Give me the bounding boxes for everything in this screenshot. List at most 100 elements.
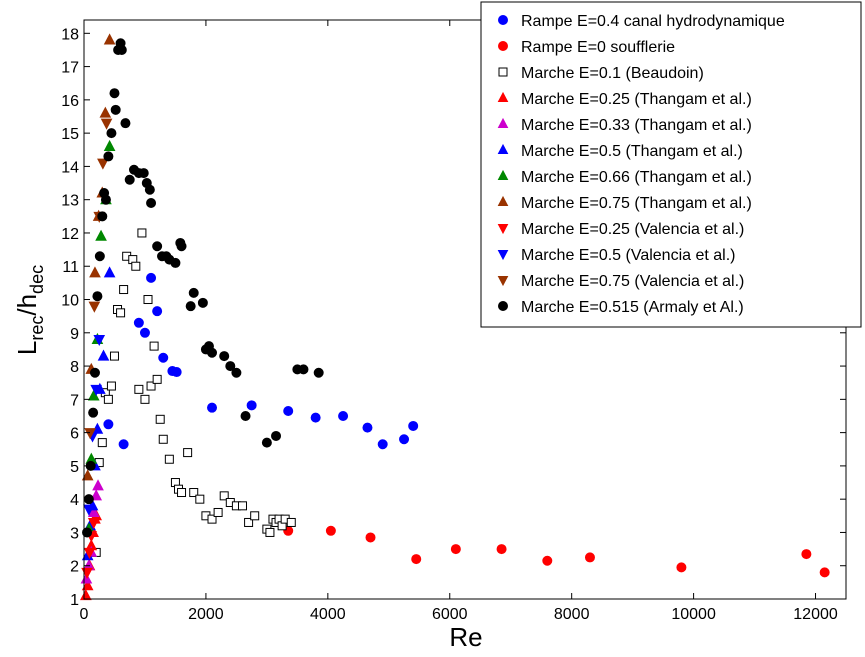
x-axis: 0 2000 4000 6000 8000 10000 12000 [80, 20, 838, 623]
data-marks [80, 33, 830, 601]
y-tick-label: 2 [70, 559, 79, 576]
data-point [310, 412, 321, 423]
data-point [106, 381, 116, 391]
data-point [97, 349, 110, 361]
data-point [92, 479, 104, 491]
data-point [283, 405, 294, 416]
data-point [103, 394, 113, 404]
data-point [286, 517, 296, 527]
legend-label: Marche E=0.5 (Thangam et al.) [521, 143, 743, 160]
data-point [377, 439, 388, 450]
data-point [246, 400, 257, 411]
y-axis-label: Lrec/hdec [12, 265, 47, 355]
data-point [171, 367, 182, 378]
legend-marker [497, 91, 509, 102]
legend-label: Marche E=0.75 (Valencia et al.) [521, 273, 744, 290]
data-point [152, 374, 162, 384]
data-point [207, 514, 217, 524]
data-point [103, 266, 116, 278]
data-point [120, 118, 131, 129]
data-point [240, 410, 251, 421]
data-point [298, 364, 309, 375]
data-point [103, 419, 114, 430]
y-tick-label: 12 [61, 226, 79, 243]
data-point [819, 567, 830, 578]
data-point [144, 184, 155, 195]
legend-item: Rampe E=0.4 canal hydrodynamique [498, 13, 785, 30]
data-point [124, 174, 135, 185]
legend-item: Marche E=0.5 (Valencia et al.) [497, 247, 735, 264]
data-point [362, 422, 373, 433]
y-tick-label: 16 [61, 93, 79, 110]
data-point [143, 295, 153, 305]
legend-marker [497, 117, 509, 128]
y-tick-label: 10 [61, 293, 79, 310]
data-point [89, 266, 101, 278]
data-point [225, 361, 236, 372]
y-tick-label: 14 [61, 159, 79, 176]
data-point [84, 428, 96, 440]
legend-label: Marche E=0.66 (Thangam et al.) [521, 169, 752, 186]
data-point [94, 251, 105, 262]
data-point [97, 158, 109, 170]
data-point [250, 511, 260, 521]
legend-item: Marche E=0.66 (Thangam et al.) [497, 169, 752, 186]
data-point [140, 394, 150, 404]
data-point [801, 549, 812, 560]
data-point [83, 547, 96, 559]
legend-label: Marche E=0.33 (Thangam et al.) [521, 117, 752, 134]
data-point [87, 517, 100, 530]
legend-item: Marche E=0.75 (Thangam et al.) [497, 195, 752, 212]
legend-item: Marche E=0.5 (Thangam et al.) [497, 143, 743, 160]
data-point [313, 367, 324, 378]
legend: Rampe E=0.4 canal hydrodynamique Rampe E=… [480, 1, 862, 328]
y-tick-label: 9 [70, 326, 79, 343]
legend-item: Marche E=0.33 (Thangam et al.) [497, 117, 752, 134]
y-tick-label: 11 [62, 259, 79, 276]
data-point [149, 341, 159, 351]
data-point [676, 562, 687, 573]
data-point [103, 139, 116, 151]
series-11 [82, 38, 324, 538]
legend-item: Marche E=0.75 (Valencia et al.) [497, 273, 744, 290]
legend-label: Marche E=0.5 (Valencia et al.) [521, 247, 735, 264]
legend-label: Rampe E=0.4 canal hydrodynamique [521, 13, 785, 30]
data-point [137, 228, 147, 238]
data-point [170, 257, 181, 268]
x-tick-label: 6000 [432, 606, 468, 623]
data-point [496, 544, 507, 555]
legend-label: Marche E=0.25 (Valencia et al.) [521, 221, 744, 238]
legend-item: Marche E=0.25 (Thangam et al.) [497, 91, 752, 108]
data-point [116, 308, 126, 318]
x-tick-label: 12000 [793, 606, 838, 623]
data-point [146, 198, 157, 209]
data-point [271, 430, 282, 441]
data-point [87, 505, 100, 517]
data-point [81, 579, 94, 591]
data-point [90, 489, 103, 501]
legend-marker [497, 224, 509, 235]
legend-marker [497, 250, 509, 261]
data-point [88, 301, 101, 313]
data-point [118, 439, 129, 450]
data-point [95, 229, 107, 241]
series-0 [103, 272, 419, 450]
data-point [100, 118, 113, 130]
y-tick-label: 18 [61, 26, 79, 43]
data-point [338, 410, 349, 421]
data-point [365, 532, 376, 543]
data-point [237, 501, 247, 511]
data-point [80, 589, 92, 601]
data-point [158, 434, 168, 444]
data-point [138, 168, 149, 179]
legend-label: Rampe E=0 soufflerie [521, 39, 675, 56]
data-point [197, 297, 208, 308]
data-point [158, 352, 169, 363]
data-point [207, 402, 218, 413]
legend-label: Marche E=0.75 (Thangam et al.) [521, 195, 752, 212]
data-point [152, 241, 163, 252]
legend-marker [498, 301, 508, 311]
series-10 [84, 118, 113, 440]
x-axis-label: Re [449, 622, 482, 652]
data-point [131, 261, 141, 271]
